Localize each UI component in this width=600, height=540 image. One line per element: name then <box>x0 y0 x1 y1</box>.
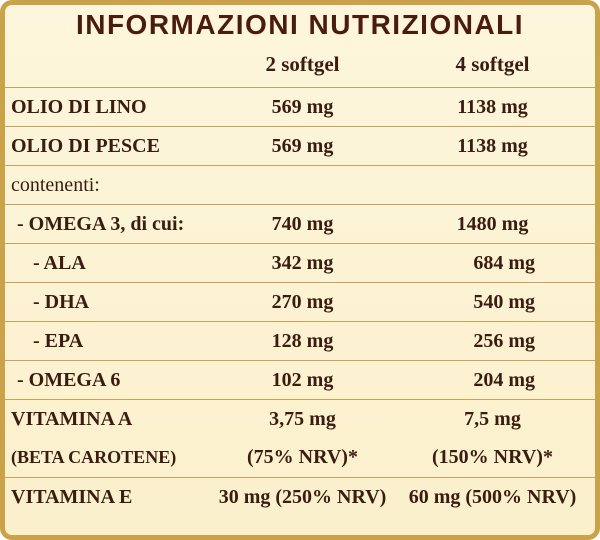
value-4-softgel: 256 mg <box>473 330 535 352</box>
value-4-softgel: 540 mg <box>473 291 535 313</box>
row-label: - EPA <box>33 330 84 352</box>
table-row: - EPA 128 mg 256 mg <box>5 321 595 360</box>
row-label: OLIO DI PESCE <box>11 135 160 157</box>
value-4-softgel: 684 mg <box>473 252 535 274</box>
table-subrow: (BETA CAROTENE) (75% NRV)* (150% NRV)* <box>5 438 595 476</box>
value-2-softgel: 569 mg <box>271 96 334 118</box>
subvalue-2-softgel: (75% NRV)* <box>247 446 358 468</box>
table-row: - OMEGA 3, di cui: 740 mg 1480 mg <box>5 204 595 243</box>
value-4-softgel: 1138 mg <box>457 96 528 118</box>
row-label: - DHA <box>33 291 90 313</box>
table-row: VITAMINA A 3,75 mg 7,5 mg (BETA CAROTENE… <box>5 399 595 476</box>
row-sublabel: (BETA CAROTENE) <box>11 447 177 467</box>
value-2-softgel: 102 mg <box>271 369 334 391</box>
value-2-softgel: 270 mg <box>271 291 334 313</box>
subvalue-4-softgel: (150% NRV)* <box>432 446 553 468</box>
table-row: OLIO DI LINO 569 mg 1138 mg <box>5 87 595 126</box>
value-2-softgel: 342 mg <box>271 252 334 274</box>
value-2-softgel: 569 mg <box>271 135 334 157</box>
row-label: - OMEGA 3, di cui: <box>17 213 185 235</box>
row-label: VITAMINA E <box>11 486 133 508</box>
row-label: - OMEGA 6 <box>17 369 121 391</box>
row-label: OLIO DI LINO <box>11 96 147 118</box>
value-4-softgel: 1480 mg <box>456 213 529 235</box>
value-4-softgel: 204 mg <box>473 369 535 391</box>
column-header-2-softgel: 2 softgel <box>265 52 340 76</box>
column-header-4-softgel: 4 softgel <box>455 52 530 76</box>
table-row: OLIO DI PESCE 569 mg 1138 mg <box>5 126 595 165</box>
table-row: VITAMINA E 30 mg (250% NRV) 60 mg (500% … <box>5 477 595 516</box>
value-2-softgel: 30 mg (250% NRV) <box>218 486 387 508</box>
value-2-softgel: 740 mg <box>271 213 334 235</box>
panel-title: INFORMAZIONI NUTRIZIONALI <box>75 9 525 40</box>
value-4-softgel: 7,5 mg <box>464 408 521 430</box>
table-row: - OMEGA 6 102 mg 204 mg <box>5 360 595 399</box>
table-row: contenenti: <box>5 165 595 204</box>
table-row: - ALA 342 mg 684 mg <box>5 243 595 282</box>
value-4-softgel: 60 mg (500% NRV) <box>408 486 577 508</box>
row-label: - ALA <box>33 252 86 274</box>
table-row: - DHA 270 mg 540 mg <box>5 282 595 321</box>
row-label: contenenti: <box>11 174 100 196</box>
value-2-softgel: 3,75 mg <box>269 408 336 430</box>
row-label: VITAMINA A <box>11 408 133 430</box>
value-2-softgel: 128 mg <box>271 330 334 352</box>
value-4-softgel: 1138 mg <box>457 135 528 157</box>
